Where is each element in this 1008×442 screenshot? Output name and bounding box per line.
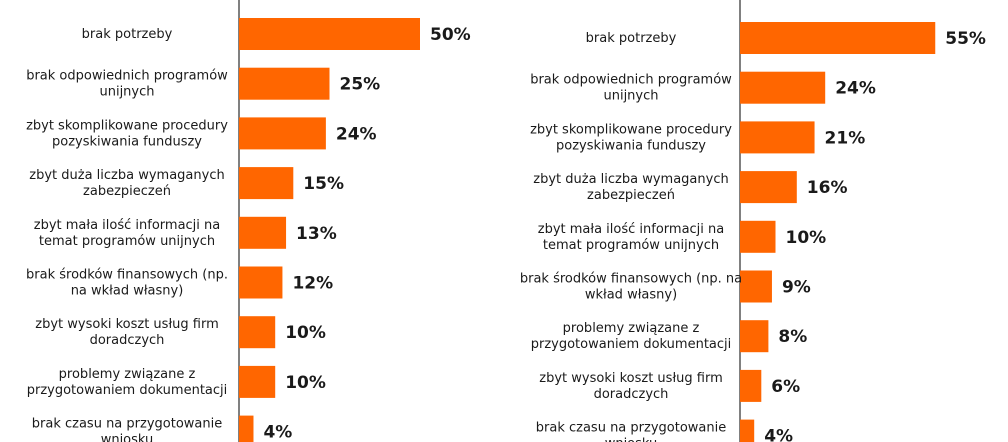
- bar: [239, 117, 326, 150]
- value-label: 16%: [807, 178, 848, 198]
- value-label: 50%: [430, 25, 471, 45]
- category-label: zbyt skomplikowane procedury pozyskiwania…: [530, 122, 732, 153]
- value-label: 10%: [786, 228, 827, 248]
- category-label: brak odpowiednich programów unijnych: [26, 69, 228, 100]
- category-label: zbyt wysoki koszt usług firm doradczych: [35, 317, 218, 348]
- bar: [740, 270, 772, 303]
- bar: [740, 419, 755, 442]
- category-label: problemy związane z przygotowaniem dokume…: [27, 367, 228, 398]
- value-label: 10%: [285, 323, 326, 343]
- bar: [740, 171, 797, 204]
- category-label: zbyt mała ilość informacji na temat progr…: [34, 218, 221, 249]
- category-label: brak środków finansowych (np. na wkład wł…: [520, 272, 742, 303]
- bar-chart-right: 55% brak potrzeby 24% brak odpowiednich pro…: [520, 0, 986, 442]
- bar: [239, 18, 420, 50]
- bar: [239, 415, 254, 442]
- value-label: 25%: [340, 75, 381, 95]
- category-label: zbyt skomplikowane procedury pozyskiwania…: [26, 118, 228, 149]
- value-label: 4%: [764, 427, 793, 442]
- bar: [740, 71, 826, 104]
- bar: [239, 266, 283, 299]
- bar: [239, 216, 287, 249]
- bar: [740, 320, 769, 353]
- bar: [239, 67, 330, 100]
- value-label: 6%: [771, 377, 800, 397]
- category-label: zbyt wysoki koszt usług firm doradczych: [539, 371, 722, 402]
- value-label: 4%: [263, 423, 292, 442]
- category-label: brak odpowiednich programów unijnych: [530, 73, 732, 104]
- value-label: 15%: [303, 174, 344, 194]
- bar-chart-left: 50% brak potrzeby 25% brak odpowiednich pro…: [26, 0, 471, 442]
- value-label: 21%: [825, 128, 866, 148]
- value-label: 8%: [778, 327, 807, 347]
- category-label: zbyt mała ilość informacji na temat progr…: [538, 222, 725, 253]
- bar: [239, 365, 276, 398]
- value-label: 10%: [285, 373, 326, 393]
- value-label: 55%: [945, 29, 986, 49]
- value-label: 24%: [835, 79, 876, 99]
- bar: [740, 121, 815, 154]
- category-label: brak środków finansowych (np. na wkład wł…: [26, 268, 228, 299]
- value-label: 9%: [782, 278, 811, 298]
- value-label: 24%: [336, 124, 377, 144]
- value-label: 13%: [296, 224, 337, 244]
- category-label: brak potrzeby: [82, 27, 173, 42]
- bar: [239, 167, 294, 200]
- bar: [740, 369, 762, 402]
- category-label: brak potrzeby: [586, 31, 677, 46]
- bar: [239, 316, 276, 349]
- category-label: zbyt duża liczba wymaganych zabezpieczeń: [533, 172, 728, 203]
- bar: [740, 220, 776, 253]
- bar: [740, 22, 936, 54]
- value-label: 12%: [292, 274, 333, 294]
- category-label: problemy związane z przygotowaniem dokume…: [531, 321, 732, 352]
- category-label: zbyt duża liczba wymaganych zabezpieczeń: [29, 168, 224, 199]
